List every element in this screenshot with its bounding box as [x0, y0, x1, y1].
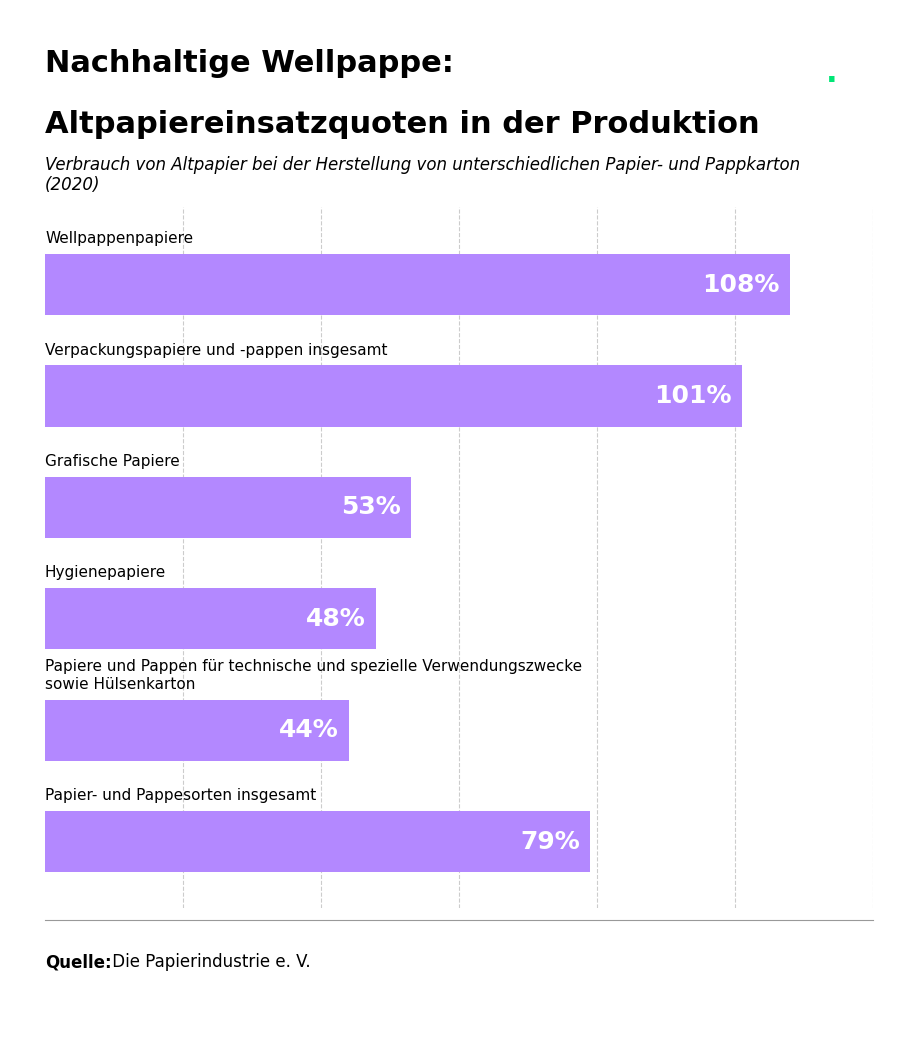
Text: Hygienepapiere: Hygienepapiere [45, 565, 166, 581]
Text: Wellpappenpapiere: Wellpappenpapiere [45, 231, 193, 246]
Text: 101%: 101% [654, 384, 732, 408]
Text: Altpapiereinsatzquoten in der Produktion: Altpapiereinsatzquoten in der Produktion [45, 110, 760, 139]
Text: Papiere und Pappen für technische und spezielle Verwendungszwecke
sowie Hülsenka: Papiere und Pappen für technische und sp… [45, 660, 582, 692]
Bar [45, 811, 590, 872]
Text: palamo: palamo [712, 61, 804, 82]
Text: Quelle:: Quelle: [45, 953, 112, 971]
Text: 79%: 79% [520, 830, 580, 853]
Bar [45, 477, 410, 538]
Text: Die Papierindustrie e. V.: Die Papierindustrie e. V. [107, 953, 310, 971]
Text: Nachhaltige Wellpappe:: Nachhaltige Wellpappe: [45, 49, 454, 78]
Text: Verpackungspapiere und -pappen insgesamt: Verpackungspapiere und -pappen insgesamt [45, 342, 388, 358]
Bar [45, 365, 742, 426]
Text: Grafische Papiere: Grafische Papiere [45, 454, 180, 469]
Text: 44%: 44% [278, 719, 338, 742]
Text: Papier- und Pappesorten insgesamt: Papier- und Pappesorten insgesamt [45, 788, 316, 803]
Bar [45, 254, 790, 315]
Text: 53%: 53% [340, 496, 400, 520]
Text: Verbrauch von Altpapier bei der Herstellung von unterschiedlichen Papier- und Pa: Verbrauch von Altpapier bei der Herstell… [45, 156, 800, 194]
Text: 108%: 108% [703, 273, 779, 297]
Bar [45, 700, 348, 761]
Bar [45, 588, 376, 649]
Text: 48%: 48% [306, 607, 365, 630]
Text: .: . [826, 59, 837, 88]
